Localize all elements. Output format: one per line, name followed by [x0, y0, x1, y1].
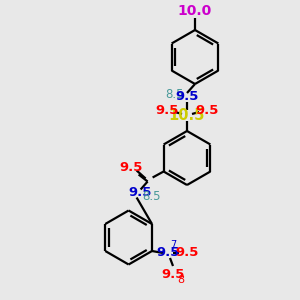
Text: 8: 8 [177, 275, 184, 285]
Text: 8.5: 8.5 [166, 88, 184, 101]
Text: 9.5: 9.5 [156, 247, 180, 260]
Text: 9.5: 9.5 [128, 186, 151, 199]
Text: 8.5: 8.5 [142, 190, 161, 203]
Text: 10.5: 10.5 [169, 107, 205, 122]
Text: 7: 7 [170, 240, 176, 250]
Text: 9.5: 9.5 [161, 268, 185, 281]
Text: 9.5: 9.5 [195, 104, 219, 118]
Text: 9.5: 9.5 [155, 104, 179, 118]
Text: 9.5: 9.5 [119, 161, 142, 174]
Text: 9.5: 9.5 [175, 91, 199, 103]
Text: 9.5: 9.5 [175, 245, 199, 259]
Text: 10.0: 10.0 [178, 4, 212, 18]
